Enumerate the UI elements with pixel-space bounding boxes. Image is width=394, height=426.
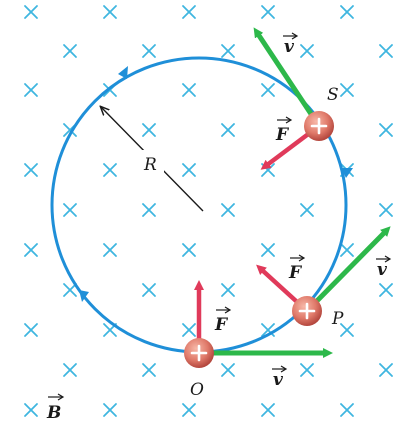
field-cross-stroke xyxy=(340,323,354,337)
field-cross-stroke xyxy=(63,363,77,377)
velocity-label-p: v xyxy=(376,255,392,280)
field-cross-stroke xyxy=(300,363,314,377)
field-cross-stroke xyxy=(24,5,38,19)
field-cross-stroke xyxy=(63,203,77,217)
field-cross-stroke xyxy=(24,323,38,337)
particle-p-group: P v F xyxy=(256,226,392,329)
field-cross-stroke xyxy=(379,203,393,217)
field-cross-stroke xyxy=(221,123,235,137)
orbit-arrow-right xyxy=(341,168,353,178)
force-label-s: F xyxy=(275,116,293,145)
field-cross-stroke xyxy=(379,283,393,297)
field-cross-stroke xyxy=(182,163,196,177)
magnetic-field-crosses xyxy=(24,5,393,417)
force-label-o: F xyxy=(214,306,232,335)
plus-icon xyxy=(190,344,208,362)
point-p-label: P xyxy=(331,309,344,329)
velocity-label-o: v xyxy=(272,365,288,390)
svg-text:F: F xyxy=(275,125,290,145)
radius-label: R xyxy=(143,155,157,175)
field-cross-stroke xyxy=(103,403,117,417)
field-cross-stroke xyxy=(340,5,354,19)
field-cross-stroke xyxy=(24,243,38,257)
field-cross-stroke xyxy=(221,283,235,297)
field-cross-stroke xyxy=(340,243,354,257)
svg-text:v: v xyxy=(273,370,284,390)
svg-text:B: B xyxy=(46,403,61,423)
point-s-label: S xyxy=(327,85,339,105)
svg-text:v: v xyxy=(284,37,295,57)
field-cross-stroke xyxy=(221,44,235,58)
field-cross-stroke xyxy=(142,283,156,297)
field-cross-stroke xyxy=(24,403,38,417)
field-cross-stroke xyxy=(379,123,393,137)
field-cross-stroke xyxy=(24,83,38,97)
field-cross-stroke xyxy=(300,203,314,217)
plus-icon xyxy=(310,117,328,135)
field-cross-stroke xyxy=(103,5,117,19)
field-cross-stroke xyxy=(142,363,156,377)
field-cross-stroke xyxy=(142,123,156,137)
field-cross-stroke xyxy=(221,203,235,217)
field-cross-stroke xyxy=(24,163,38,177)
field-cross-stroke xyxy=(103,243,117,257)
field-cross-stroke xyxy=(182,83,196,97)
field-cross-stroke xyxy=(261,403,275,417)
field-label-b: B xyxy=(46,393,65,423)
orbit-direction-arrows xyxy=(79,66,353,302)
svg-text:v: v xyxy=(377,260,388,280)
field-cross-stroke xyxy=(261,163,275,177)
field-cross-stroke xyxy=(340,83,354,97)
field-cross-stroke xyxy=(182,5,196,19)
field-cross-stroke xyxy=(261,323,275,337)
field-cross-stroke xyxy=(63,283,77,297)
orbit-arrow-left xyxy=(79,290,89,302)
field-cross-stroke xyxy=(103,163,117,177)
field-cross-stroke xyxy=(261,83,275,97)
field-cross-stroke xyxy=(261,5,275,19)
field-cross-stroke xyxy=(261,243,275,257)
field-cross-stroke xyxy=(379,363,393,377)
svg-text:F: F xyxy=(214,315,229,335)
field-cross-stroke xyxy=(182,403,196,417)
velocity-label-s: v xyxy=(283,32,299,57)
velocity-arrow-s xyxy=(253,27,322,128)
velocity-arrow-p xyxy=(305,226,391,313)
force-label-p: F xyxy=(288,254,306,283)
field-cross-stroke xyxy=(182,243,196,257)
field-cross-stroke xyxy=(340,403,354,417)
field-cross-stroke xyxy=(221,363,235,377)
field-cross-stroke xyxy=(142,203,156,217)
field-cross-stroke xyxy=(142,44,156,58)
plus-icon xyxy=(298,302,316,320)
field-cross-stroke xyxy=(182,323,196,337)
field-cross-stroke xyxy=(379,44,393,58)
svg-text:F: F xyxy=(288,263,303,283)
field-cross-stroke xyxy=(63,44,77,58)
field-cross-stroke xyxy=(300,44,314,58)
particle-o-group: O v F xyxy=(184,280,333,400)
point-o-label: O xyxy=(190,380,204,400)
orbit-arrow-top xyxy=(118,66,128,79)
particle-s-group: S v F xyxy=(253,27,339,170)
